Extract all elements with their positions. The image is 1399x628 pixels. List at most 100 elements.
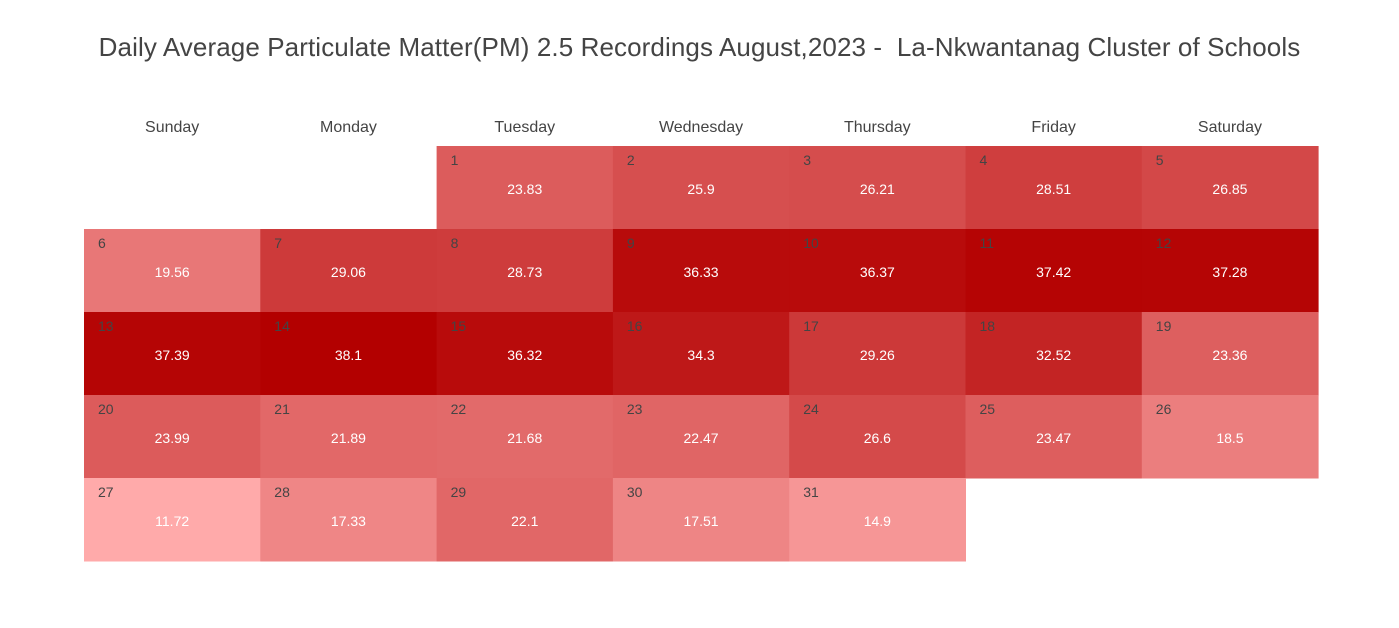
day-value: 25.9 [687, 181, 714, 197]
day-cell-25: 25 23.47 [965, 395, 1143, 479]
day-value: 17.51 [684, 513, 719, 529]
day-number: 23 [627, 401, 643, 417]
day-cell-rect [436, 229, 614, 313]
day-value: 37.39 [155, 347, 190, 363]
day-number: 22 [451, 401, 467, 417]
day-cell-5: 526.85 [1141, 146, 1319, 230]
day-cell-rect [612, 395, 790, 479]
day-cell-1: 123.83 [436, 146, 614, 230]
day-number: 7 [274, 235, 282, 251]
day-number: 21 [274, 401, 290, 417]
day-number: 17 [803, 318, 819, 334]
day-number: 1 [451, 152, 459, 168]
day-cell-9: 936.33 [612, 229, 790, 313]
day-value: 38.1 [335, 347, 362, 363]
day-cell-22: 22 21.68 [436, 395, 614, 479]
day-cell-3: 326.21 [789, 146, 966, 230]
day-cell-rect [436, 312, 614, 396]
day-value: 36.32 [507, 347, 542, 363]
day-value: 26.21 [860, 181, 895, 197]
day-number: 20 [98, 401, 114, 417]
day-value: 23.99 [155, 430, 190, 446]
day-number: 19 [1156, 318, 1172, 334]
weekday-label-friday: Friday [1031, 119, 1075, 136]
day-number: 18 [980, 318, 996, 334]
chart-title: Daily Average Particulate Matter(PM) 2.5… [98, 32, 1301, 62]
day-number: 11 [980, 235, 995, 251]
day-number: 27 [98, 484, 114, 500]
day-cell-13: 13 37.39 [84, 312, 261, 396]
day-cell-10: 10 36.37 [789, 229, 966, 313]
day-cell-26: 26 18.5 [1141, 395, 1319, 479]
day-cell-rect [789, 478, 966, 562]
day-cell-rect [965, 146, 1143, 230]
day-value: 37.42 [1036, 264, 1071, 280]
day-cell-rect [965, 229, 1143, 313]
day-cell-rect [1141, 229, 1319, 313]
day-cell-rect [436, 478, 614, 562]
day-number: 3 [803, 152, 811, 168]
day-value: 18.5 [1216, 430, 1243, 446]
day-value: 37.28 [1212, 264, 1247, 280]
weekday-label-sunday: Sunday [145, 119, 199, 136]
day-cell-rect [1141, 395, 1319, 479]
day-cell-rect [612, 478, 790, 562]
day-number: 15 [451, 318, 467, 334]
day-cell-rect [260, 229, 438, 313]
day-value: 29.06 [331, 264, 366, 280]
day-cell-rect [436, 146, 614, 230]
day-cell-rect [84, 312, 261, 396]
day-number: 2 [627, 152, 635, 168]
day-number: 10 [803, 235, 819, 251]
day-value: 28.73 [507, 264, 542, 280]
day-cell-rect [1141, 312, 1319, 396]
day-number: 30 [627, 484, 643, 500]
day-number: 5 [1156, 152, 1164, 168]
day-value: 21.89 [331, 430, 366, 446]
day-cell-2: 225.9 [612, 146, 790, 230]
day-cell-rect [1141, 146, 1319, 230]
day-number: 12 [1156, 235, 1172, 251]
day-cell-rect [789, 146, 966, 230]
day-cell-4: 428.51 [965, 146, 1143, 230]
day-number: 16 [627, 318, 643, 334]
day-number: 6 [98, 235, 106, 251]
day-cell-rect [260, 312, 438, 396]
day-number: 14 [274, 318, 290, 334]
day-value: 14.9 [864, 513, 891, 529]
day-cell-12: 12 37.28 [1141, 229, 1319, 313]
day-cell-20: 20 23.99 [84, 395, 261, 479]
day-cell-7: 729.06 [260, 229, 438, 313]
day-number: 24 [803, 401, 819, 417]
day-value: 23.47 [1036, 430, 1071, 446]
day-cell-14: 14 38.1 [260, 312, 438, 396]
day-value: 29.26 [860, 347, 895, 363]
day-cell-11: 11 37.42 [965, 229, 1143, 313]
day-cell-28: 28 17.33 [260, 478, 438, 562]
day-value: 23.36 [1212, 347, 1247, 363]
day-number: 13 [98, 318, 114, 334]
day-cell-19: 19 23.36 [1141, 312, 1319, 396]
day-cell-6: 619.56 [84, 229, 261, 313]
day-cell-rect [612, 146, 790, 230]
day-value: 22.47 [684, 430, 719, 446]
day-cell-rect [436, 395, 614, 479]
day-cell-30: 30 17.51 [612, 478, 790, 562]
day-value: 11.72 [155, 513, 189, 529]
day-value: 23.83 [507, 181, 542, 197]
day-cell-17: 17 29.26 [789, 312, 966, 396]
day-number: 31 [803, 484, 819, 500]
day-value: 19.56 [155, 264, 190, 280]
day-value: 32.52 [1036, 347, 1071, 363]
day-cell-rect [84, 395, 261, 479]
day-number: 28 [274, 484, 290, 500]
day-cell-rect [612, 312, 790, 396]
day-cell-16: 16 34.3 [612, 312, 790, 396]
day-cell-8: 828.73 [436, 229, 614, 313]
day-cell-29: 29 22.1 [436, 478, 614, 562]
day-cell-rect [612, 229, 790, 313]
day-cell-rect [789, 312, 966, 396]
day-number: 8 [451, 235, 459, 251]
day-value: 36.33 [684, 264, 719, 280]
